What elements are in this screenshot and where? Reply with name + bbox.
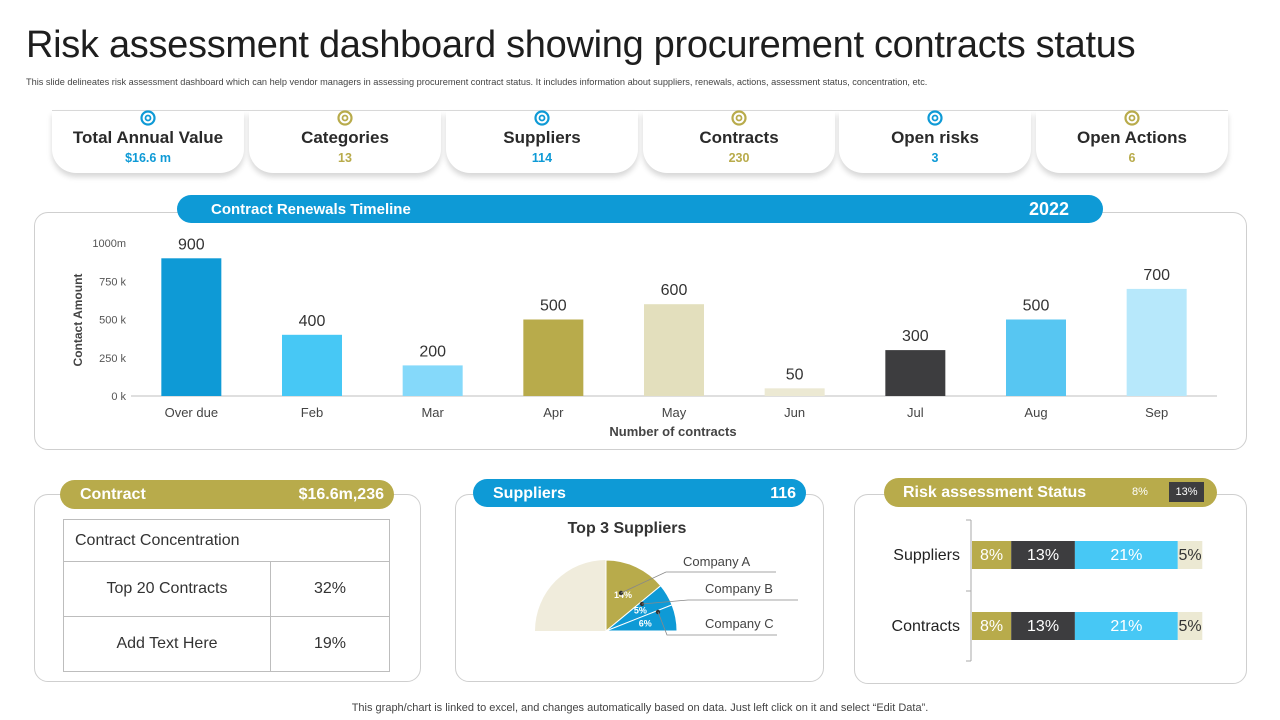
table-cell-pct: 32% bbox=[270, 561, 390, 617]
target-icon bbox=[140, 110, 156, 126]
renewals-year: 2022 bbox=[1028, 199, 1069, 219]
kpi-value: 114 bbox=[531, 151, 553, 165]
page-title: Risk assessment dashboard showing procur… bbox=[26, 24, 1136, 66]
footer-note: This graph/chart is linked to excel, and… bbox=[351, 702, 929, 714]
risk-title: Risk assessment Status bbox=[903, 484, 1087, 501]
kpi-card: Open Actions 6 bbox=[1036, 110, 1228, 173]
contract-concentration-table: Contract Concentration Top 20 Contracts … bbox=[63, 519, 390, 672]
kpi-card: Open risks 3 bbox=[839, 110, 1031, 173]
page-subtitle: This slide delineates risk assessment da… bbox=[26, 77, 928, 87]
kpi-label: Suppliers bbox=[503, 128, 581, 147]
contract-header: Contract $16.6m,236 bbox=[60, 480, 394, 509]
kpi-value: 6 bbox=[1128, 151, 1136, 165]
kpi-value: 13 bbox=[338, 151, 352, 165]
target-icon bbox=[731, 110, 747, 126]
renewals-header: Contract Renewals Timeline 2022 bbox=[177, 195, 1103, 223]
kpi-value: 230 bbox=[728, 151, 750, 165]
target-icon bbox=[337, 110, 353, 126]
kpi-card: Contracts 230 bbox=[643, 110, 835, 173]
kpi-value: $16.6 m bbox=[125, 151, 171, 165]
risk-legend-13: 13% bbox=[1169, 482, 1204, 502]
suppliers-value: 116 bbox=[770, 485, 796, 502]
table-cell-name: Add Text Here bbox=[63, 616, 271, 672]
kpi-divider bbox=[52, 110, 1228, 111]
risk-legend-8: 8% bbox=[1132, 486, 1148, 498]
kpi-label: Contracts bbox=[699, 128, 779, 147]
risk-panel bbox=[854, 494, 1247, 684]
suppliers-header: Suppliers 116 bbox=[473, 479, 806, 507]
table-cell-pct: 19% bbox=[270, 616, 390, 672]
kpi-label: Total Annual Value bbox=[72, 128, 224, 147]
suppliers-panel bbox=[455, 494, 824, 682]
renewals-panel bbox=[34, 212, 1247, 450]
kpi-label: Categories bbox=[301, 128, 389, 147]
renewals-title: Contract Renewals Timeline bbox=[211, 201, 411, 218]
table-header: Contract Concentration bbox=[63, 519, 390, 562]
contract-title: Contract bbox=[80, 486, 146, 503]
table-cell-name: Top 20 Contracts bbox=[63, 561, 271, 617]
kpi-label: Open Actions bbox=[1077, 128, 1187, 147]
kpi-card: Categories 13 bbox=[249, 110, 441, 173]
target-icon bbox=[1124, 110, 1140, 126]
risk-header: Risk assessment Status 8% 13% bbox=[884, 478, 1217, 507]
target-icon bbox=[534, 110, 550, 126]
contract-value: $16.6m,236 bbox=[298, 486, 384, 503]
target-icon bbox=[927, 110, 943, 126]
kpi-card: Total Annual Value $16.6 m bbox=[52, 110, 244, 173]
kpi-label: Open risks bbox=[891, 128, 979, 147]
kpi-card: Suppliers 114 bbox=[446, 110, 638, 173]
kpi-value: 3 bbox=[931, 151, 939, 165]
suppliers-title: Suppliers bbox=[493, 485, 566, 502]
